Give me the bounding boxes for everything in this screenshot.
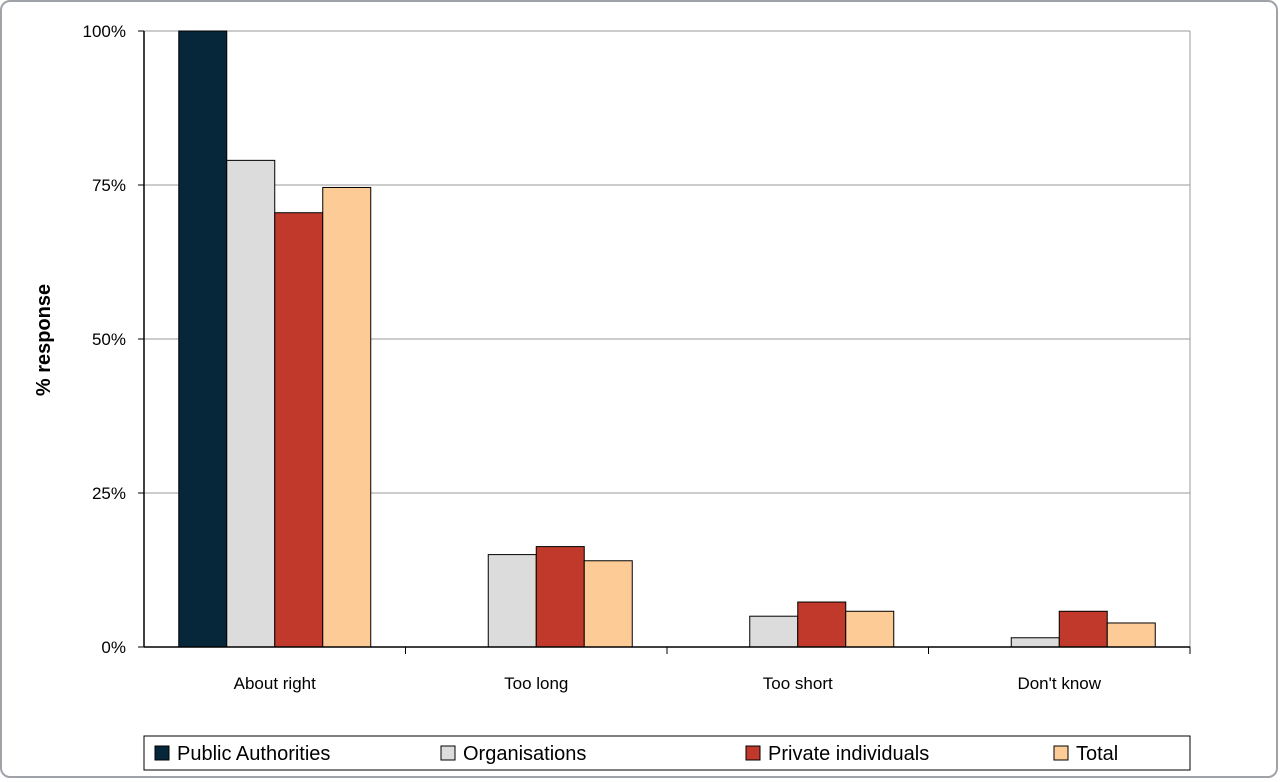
y-tick-label: 75% — [92, 176, 126, 195]
y-tick-label: 50% — [92, 330, 126, 349]
x-tick-label: About right — [234, 674, 316, 693]
y-axis-label: % response — [33, 284, 55, 396]
x-tick-label: Too long — [504, 674, 568, 693]
bars — [178, 30, 1156, 648]
legend-box — [143, 735, 1191, 771]
legend-label: Private individuals — [768, 743, 929, 765]
bar — [1058, 610, 1108, 648]
axes: 0% 25% 50% 75% 100% About right Too long Too sh… — [83, 22, 1191, 693]
bar — [274, 212, 324, 648]
bar — [583, 560, 633, 648]
bar — [845, 610, 895, 648]
legend-swatch — [440, 745, 456, 761]
bar — [1010, 637, 1060, 648]
bar — [1106, 622, 1156, 648]
y-tick-label: 0% — [101, 638, 126, 657]
legend-swatch — [154, 745, 170, 761]
bar — [322, 186, 372, 648]
legend-swatch — [745, 745, 761, 761]
bar — [749, 615, 799, 648]
legend: Public Authorities Organisations Private i… — [143, 735, 1191, 771]
legend-label: Public Authorities — [177, 743, 330, 765]
x-tick-label: Don't know — [1017, 674, 1101, 693]
y-tick-label: 100% — [83, 22, 126, 41]
legend-label: Total — [1076, 743, 1118, 765]
legend-swatch — [1053, 745, 1069, 761]
bar — [178, 30, 228, 648]
bar — [797, 601, 847, 648]
legend-label: Organisations — [463, 743, 586, 765]
bar — [487, 554, 537, 648]
x-tick-label: Too short — [763, 674, 833, 693]
bar — [226, 159, 276, 648]
bar — [535, 546, 585, 648]
y-tick-label: 25% — [92, 484, 126, 503]
